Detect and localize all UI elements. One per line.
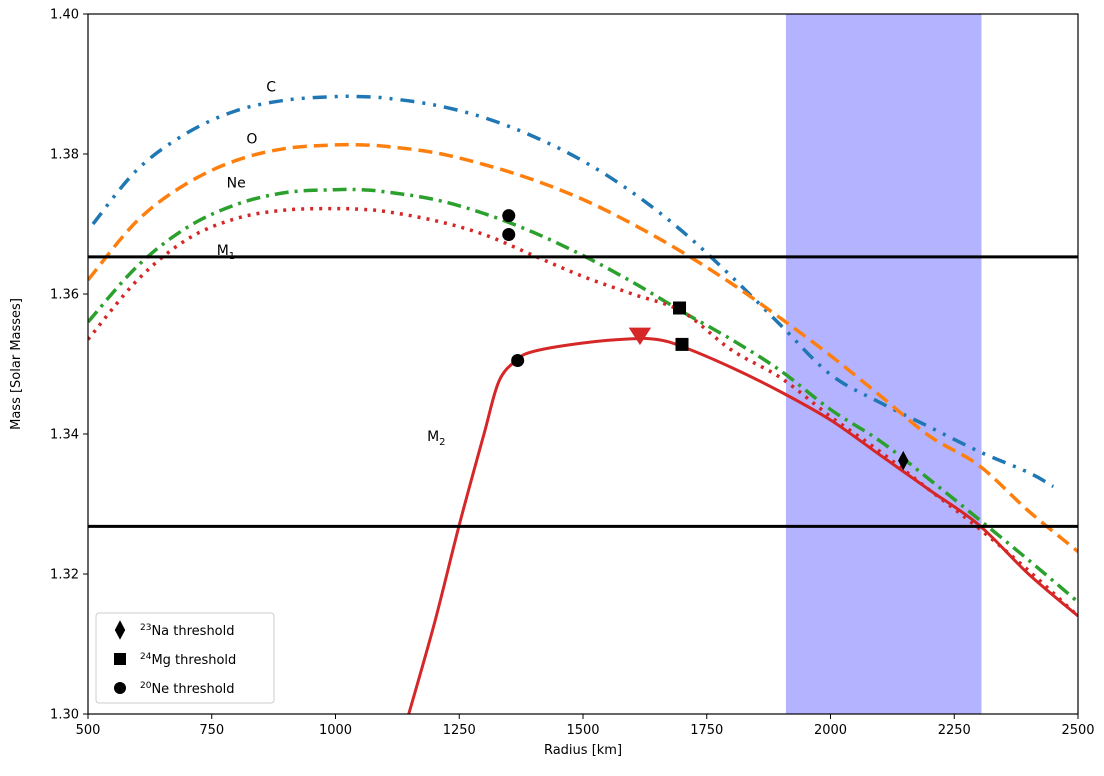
markers-layer <box>502 209 909 471</box>
series-label-1: O <box>246 132 257 148</box>
curve-labels-layer: C O Ne M2 M1 <box>217 80 446 448</box>
series-label-0: C <box>266 80 276 96</box>
y-tick-label-2: 1.34 <box>50 428 79 443</box>
x-axis-label: Radius [km] <box>544 743 622 758</box>
series-label-2: Ne <box>227 176 246 192</box>
series-line-o-1 <box>88 142 1078 553</box>
legend-entry-2: 20Ne threshold <box>140 681 235 697</box>
x-tick-label-8: 2500 <box>1061 723 1094 738</box>
curves-layer <box>88 94 1078 714</box>
x-tick-label-5: 1750 <box>690 723 723 738</box>
series-label-4: M2 <box>427 429 445 448</box>
horizontal-line-label-0: M1 <box>217 243 235 262</box>
legend-entry-1: 24Mg threshold <box>140 652 236 668</box>
shaded-band <box>785 14 982 714</box>
marker-diamond <box>114 620 126 640</box>
x-tick-label-1: 750 <box>199 723 224 738</box>
legend-frame <box>95 612 275 704</box>
marker-triangle-down <box>628 327 652 346</box>
legend: 23Na threshold 24Mg threshold 20Ne thresho… <box>95 612 275 704</box>
y-axis-label: Mass [Solar Masses] <box>9 298 24 430</box>
series-line-ne-2 <box>88 187 1078 604</box>
horizontal-lines-layer <box>88 255 1078 528</box>
x-tick-label-7: 2250 <box>938 723 971 738</box>
legend-entry-0: 23Na threshold <box>140 623 235 639</box>
y-tick-label-1: 1.32 <box>50 568 79 583</box>
marker-circle <box>511 354 525 367</box>
marker-circle <box>502 228 516 241</box>
ticks-layer: 500 750 1000 1250 1500 1750 2000 2250 2500 1.30 1.… <box>50 8 1095 739</box>
x-tick-label-3: 1250 <box>443 723 476 738</box>
series-line-c-0 <box>91 94 1055 489</box>
y-tick-label-4: 1.38 <box>50 148 79 163</box>
marker-circle <box>114 682 126 694</box>
x-tick-label-4: 1500 <box>566 723 599 738</box>
marker-circle <box>502 209 516 223</box>
marker-square <box>673 301 687 315</box>
x-tick-label-6: 2000 <box>814 723 847 738</box>
series-line-m-4 <box>407 336 1078 714</box>
y-tick-label-5: 1.40 <box>50 8 79 23</box>
y-tick-label-0: 1.30 <box>50 708 79 723</box>
x-tick-label-2: 1000 <box>319 723 352 738</box>
shaded-band-layer <box>785 14 982 714</box>
marker-square <box>675 337 689 351</box>
y-tick-label-3: 1.36 <box>50 288 79 303</box>
marker-diamond <box>898 450 909 471</box>
marker-square <box>114 653 126 665</box>
x-tick-label-0: 500 <box>76 723 101 738</box>
